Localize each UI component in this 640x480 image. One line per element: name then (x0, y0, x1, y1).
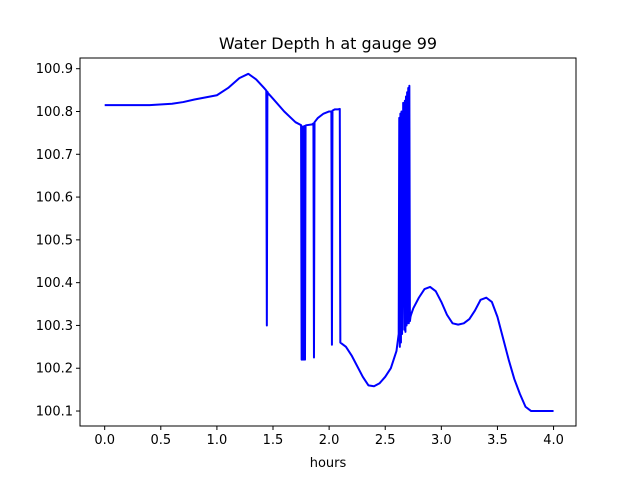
x-tick-label: 3.5 (487, 433, 508, 448)
y-tick-label: 100.9 (36, 62, 73, 77)
y-tick-label: 100.2 (36, 362, 73, 377)
x-tick-label: 4.0 (543, 433, 564, 448)
y-tick-label: 100.3 (36, 319, 73, 334)
series-line-0 (104, 72, 554, 413)
x-tick-label: 3.0 (431, 433, 452, 448)
x-axis-ticks: 0.0 0.5 1.0 1.5 2.0 2.5 3.0 3.5 4.0 (94, 426, 564, 448)
x-tick-label: 1.5 (263, 433, 284, 448)
plot-area (80, 58, 576, 426)
plot-frame (79, 57, 577, 427)
x-tick-label: 0.5 (150, 433, 171, 448)
y-tick-label: 100.6 (36, 191, 73, 206)
y-tick-label: 100.7 (36, 148, 73, 163)
y-tick-label: 100.5 (36, 233, 73, 248)
y-axis-ticks: 100.1 100.2 100.3 100.4 100.5 100.6 100.7 100.8… (36, 62, 80, 420)
x-tick-label: 1.0 (207, 433, 228, 448)
x-tick-label: 0.0 (94, 433, 115, 448)
x-tick-label: 2.0 (319, 433, 340, 448)
y-tick-label: 100.4 (36, 276, 73, 291)
y-tick-label: 100.8 (36, 105, 73, 120)
chart-title: Water Depth h at gauge 99 (219, 34, 437, 53)
y-tick-label: 100.1 (36, 405, 73, 420)
x-axis-label: hours (310, 456, 347, 471)
series-layer (104, 72, 554, 413)
x-tick-label: 2.5 (375, 433, 396, 448)
